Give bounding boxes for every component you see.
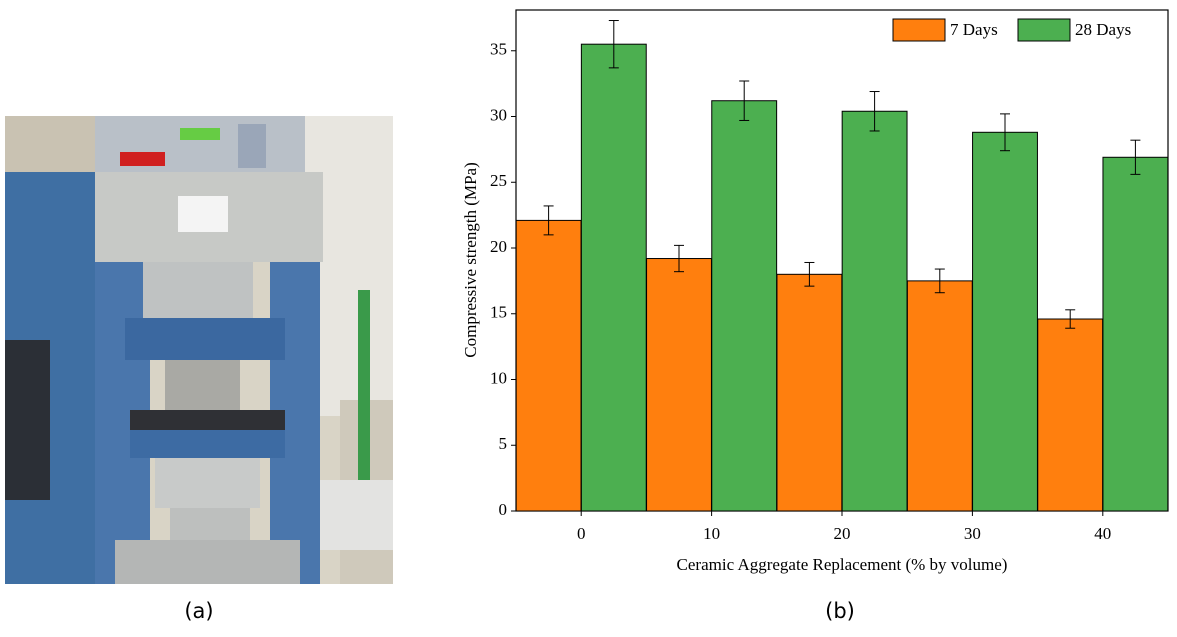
y-tick-label: 30 — [490, 105, 507, 124]
y-tick-label: 35 — [490, 40, 507, 59]
x-tick-label: 40 — [1094, 524, 1111, 543]
y-tick-label: 15 — [490, 303, 507, 322]
x-tick-label: 30 — [964, 524, 981, 543]
legend-swatch — [1018, 19, 1070, 41]
bar — [1038, 319, 1103, 511]
caption: (a) — [184, 599, 213, 623]
bar — [1103, 157, 1168, 511]
x-tick-label: 0 — [577, 524, 586, 543]
bar — [712, 101, 777, 511]
x-axis-label: Ceramic Aggregate Replacement (% by volu… — [677, 555, 1008, 574]
y-tick-label: 0 — [499, 500, 508, 519]
bar — [907, 281, 972, 511]
y-axis-label: Compressive strength (MPa) — [461, 162, 480, 357]
legend-label: 7 Days — [950, 20, 998, 39]
y-tick-label: 20 — [490, 237, 507, 256]
figure: (a) (b) Compressive strength (MPa) Ceram… — [0, 0, 1177, 637]
bar — [973, 132, 1038, 511]
y-tick-label: 10 — [490, 368, 507, 387]
bar — [647, 259, 712, 511]
x-tick-label: 10 — [703, 524, 720, 543]
bar — [581, 44, 646, 511]
x-tick-label: 20 — [834, 524, 851, 543]
y-tick-label: 25 — [490, 171, 507, 190]
y-tick-label: 5 — [499, 434, 508, 453]
bar — [842, 111, 907, 511]
legend-label: 28 Days — [1075, 20, 1131, 39]
caption: (b) — [825, 599, 855, 623]
photo — [5, 116, 393, 584]
bar — [777, 274, 842, 511]
legend-swatch — [893, 19, 945, 41]
bar — [516, 220, 581, 511]
